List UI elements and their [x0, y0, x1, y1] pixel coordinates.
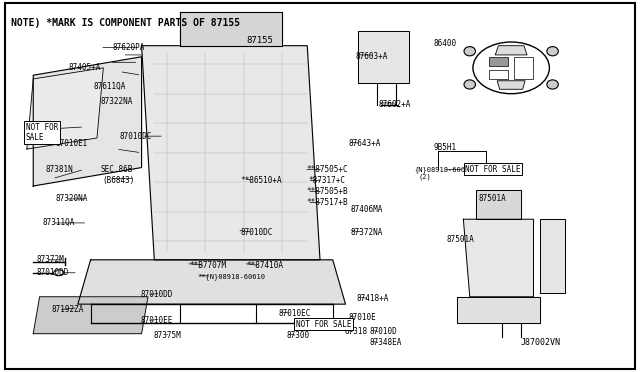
Polygon shape: [27, 68, 103, 149]
Text: 87643+A: 87643+A: [349, 139, 381, 148]
Text: 86400: 86400: [433, 39, 456, 48]
Text: **86510+A: **86510+A: [241, 176, 282, 185]
Polygon shape: [141, 46, 320, 260]
Circle shape: [54, 270, 64, 276]
Text: NOT FOR SALE: NOT FOR SALE: [296, 320, 351, 329]
Ellipse shape: [547, 80, 558, 89]
Text: **87505+C: **87505+C: [306, 165, 348, 174]
Text: 9B5H1: 9B5H1: [433, 143, 456, 152]
Text: 87603+A: 87603+A: [355, 52, 387, 61]
Text: 87010DD: 87010DD: [36, 268, 69, 277]
Text: 87348EA: 87348EA: [370, 339, 402, 347]
Polygon shape: [476, 190, 521, 219]
Ellipse shape: [547, 46, 558, 56]
Polygon shape: [515, 57, 534, 79]
Polygon shape: [489, 70, 508, 79]
Text: 87192ZA: 87192ZA: [51, 305, 83, 314]
Text: **{N}08918-60610: **{N}08918-60610: [198, 273, 266, 280]
Text: 87010EI: 87010EI: [56, 139, 88, 148]
Text: 87381N: 87381N: [46, 165, 74, 174]
Ellipse shape: [473, 42, 549, 94]
Text: **87410A: **87410A: [246, 261, 284, 270]
Polygon shape: [540, 219, 565, 293]
Polygon shape: [457, 297, 540, 323]
Text: (B6843): (B6843): [102, 176, 134, 185]
Text: 87010DC: 87010DC: [241, 228, 273, 237]
Polygon shape: [78, 260, 346, 304]
Text: *87317+C: *87317+C: [308, 176, 346, 185]
Polygon shape: [463, 219, 534, 297]
Text: NOTE) *MARK IS COMPONENT PARTS OF 87155: NOTE) *MARK IS COMPONENT PARTS OF 87155: [11, 18, 240, 28]
Text: **B7707M: **B7707M: [189, 261, 227, 270]
Polygon shape: [358, 31, 409, 83]
Text: 87405+A: 87405+A: [68, 63, 100, 72]
Text: 87418+A: 87418+A: [357, 294, 389, 303]
Polygon shape: [495, 46, 527, 55]
Text: SALE: SALE: [28, 134, 47, 142]
Text: 87320NA: 87320NA: [56, 195, 88, 203]
Text: NOT FOR: NOT FOR: [26, 122, 58, 131]
Text: (2): (2): [419, 173, 431, 180]
Text: J87002VN: J87002VN: [521, 339, 561, 347]
Text: 87010EE: 87010EE: [140, 316, 173, 325]
Polygon shape: [33, 57, 141, 186]
Polygon shape: [33, 297, 148, 334]
Text: 87501A: 87501A: [446, 235, 474, 244]
Text: 87372NA: 87372NA: [351, 228, 383, 237]
Ellipse shape: [464, 80, 476, 89]
Text: 87372M: 87372M: [36, 255, 64, 264]
Text: 87155: 87155: [246, 36, 273, 45]
Text: 87322NA: 87322NA: [100, 97, 132, 106]
Polygon shape: [489, 57, 508, 66]
Text: SEC.86B: SEC.86B: [100, 165, 132, 174]
Text: {N}08918-60610: {N}08918-60610: [414, 166, 474, 173]
Text: NOT FOR
SALE: NOT FOR SALE: [26, 123, 58, 142]
Text: 87010DC: 87010DC: [119, 132, 152, 141]
Text: 87010EC: 87010EC: [278, 309, 311, 318]
Text: 87300: 87300: [287, 331, 310, 340]
Text: 87375M: 87375M: [153, 331, 180, 340]
Text: 87406MA: 87406MA: [351, 205, 383, 215]
Polygon shape: [497, 81, 525, 89]
Text: 87318: 87318: [344, 327, 367, 336]
Ellipse shape: [464, 46, 476, 56]
Text: NOT FOR SALE: NOT FOR SALE: [465, 165, 521, 174]
Text: NOT FOR SALE: NOT FOR SALE: [465, 165, 521, 174]
Text: 87010E: 87010E: [349, 312, 376, 321]
Text: 87602+A: 87602+A: [379, 100, 411, 109]
Text: 87501A: 87501A: [478, 195, 506, 203]
Text: NOT FOR SALE: NOT FOR SALE: [296, 320, 351, 329]
Text: **87505+B: **87505+B: [306, 187, 348, 196]
Text: 87010D: 87010D: [370, 327, 397, 336]
Text: 87611QA: 87611QA: [94, 82, 126, 91]
Polygon shape: [180, 13, 282, 46]
Text: 87620PA: 87620PA: [113, 43, 145, 52]
Text: 87010DD: 87010DD: [140, 291, 173, 299]
Text: 87311QA: 87311QA: [43, 218, 75, 227]
Text: **87517+B: **87517+B: [306, 198, 348, 207]
